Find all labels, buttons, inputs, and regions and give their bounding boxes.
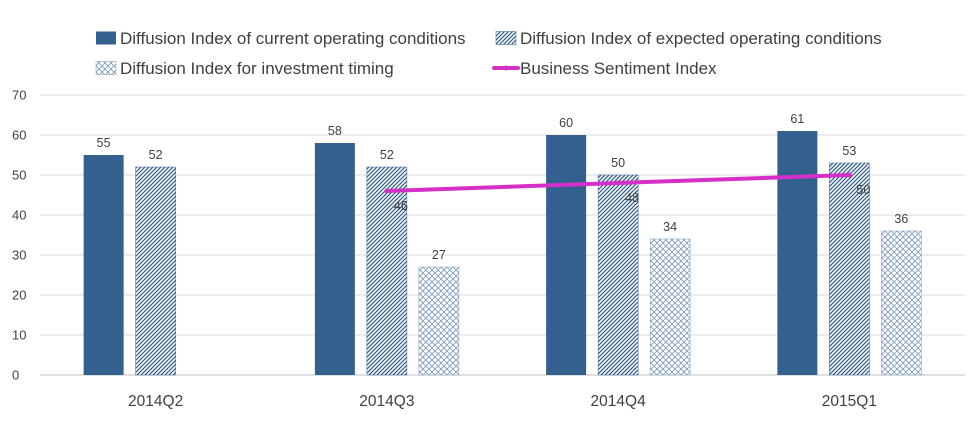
sentiment-point [384,188,390,194]
y-tick-label: 40 [12,208,26,223]
gridlines [40,94,965,376]
bar [83,155,124,375]
legend-swatch [95,61,117,75]
data-label: 60 [559,116,573,130]
y-axis: 0 10 20 30 40 50 60 70 [12,88,26,383]
data-label: 34 [663,220,677,234]
sentiment-point [846,172,852,178]
data-label: 58 [328,124,342,138]
y-tick-label: 60 [12,128,26,143]
legend: Diffusion Index of current operating con… [95,29,882,78]
data-label: 55 [97,136,111,150]
x-tick-label: 2014Q3 [359,393,414,410]
bars [83,131,922,376]
bar [418,266,460,376]
y-tick-label: 50 [12,168,26,183]
y-tick-label: 70 [12,88,26,103]
bar [314,143,355,375]
legend-label: Diffusion Index of expected operating co… [520,29,882,48]
sentiment-data-label: 46 [394,199,408,213]
y-tick-label: 0 [12,368,19,383]
legend-swatch [495,31,517,45]
data-label: 50 [611,156,625,170]
data-labels: 55 52 58 52 27 60 50 34 61 53 36 46 48 50 [97,112,909,262]
bar [881,230,922,376]
sentiment-point [615,180,621,186]
bar [366,166,408,376]
sentiment-data-label: 50 [856,183,870,197]
y-tick-label: 30 [12,248,26,263]
bar [135,166,176,376]
x-tick-label: 2014Q4 [591,393,647,410]
legend-label: Diffusion Index of current operating con… [120,29,466,48]
x-tick-label: 2015Q1 [822,393,877,410]
y-tick-label: 20 [12,288,26,303]
data-label: 27 [432,248,446,262]
x-axis: 2014Q2 2014Q3 2014Q4 2015Q1 [128,393,877,410]
data-label: 61 [790,112,804,126]
y-tick-label: 10 [12,328,26,343]
bar [829,162,870,376]
legend-label: Business Sentiment Index [520,59,717,78]
data-label: 53 [842,144,856,158]
x-tick-label: 2014Q2 [128,393,183,410]
data-label: 52 [149,148,163,162]
sentiment-line [384,172,852,194]
bar [777,131,818,375]
bar [649,238,691,376]
legend-line-marker [503,65,509,71]
bar [546,135,587,375]
sentiment-data-label: 48 [625,191,639,205]
legend-swatch [96,31,116,45]
data-label: 52 [380,148,394,162]
legend-label: Diffusion Index for investment timing [120,59,394,78]
data-label: 36 [894,212,908,226]
bar [597,174,639,376]
